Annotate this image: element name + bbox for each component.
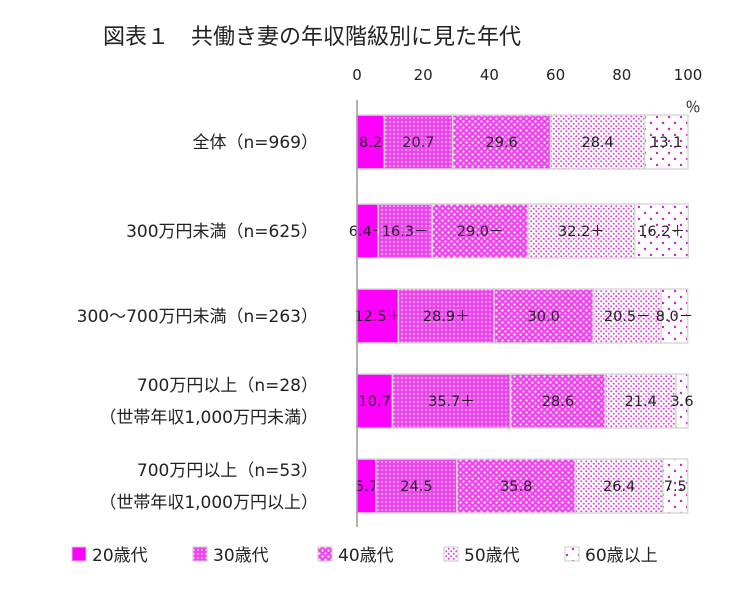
data-label: 10.7 [359,394,391,410]
unit-label: ％ [685,98,700,116]
legend-swatch [71,546,87,562]
plot-area: 8.2 20.7 29.6 28.4 13.1 6.4－16.3－ 29.0－ 32.2＋ 16… [349,114,694,514]
bar-segment [660,288,689,344]
data-label: 13.1 [650,135,682,151]
legend-label: 50歳代 [464,546,520,566]
bar-segment [493,288,595,344]
category-label: 700万円以上（n=53） [137,461,318,481]
category-label: 700万円以上（n=28） [137,376,318,396]
bar-segment [456,458,577,514]
data-label: 16.3－ [382,224,429,240]
data-label: 20.5－ [604,309,651,325]
bar-segment [604,373,677,429]
data-label: 7.5 [664,479,687,495]
bar-segment [527,203,636,259]
data-label: 8.0－ [656,309,694,325]
data-label: 35.8 [500,479,532,495]
bar-segment [509,373,607,429]
legend-label: 40歳代 [338,546,394,566]
bar-segment [391,373,512,429]
data-label: 29.0－ [457,224,504,240]
data-label: 35.7＋ [428,394,475,410]
x-tick-label: 80 [612,66,631,84]
legend-swatch [192,546,208,562]
data-label: 20.7 [402,135,434,151]
bar-segment [383,114,454,170]
data-label: 6.4－ [349,224,387,240]
data-label: 30.0 [528,309,560,325]
category-label: （世帯年収1,000万円未満） [99,408,318,428]
data-label: 26.4 [603,479,635,495]
data-label: 28.9＋ [423,309,470,325]
data-label: 21.4 [625,394,657,410]
bar-segment [375,458,458,514]
x-tick-label: 0 [352,66,362,84]
chart-title: 図表１ 共働き妻の年収階級別に見た年代 [103,25,521,50]
data-label: 12.5＋ [354,309,401,325]
x-tick-label: 100 [674,66,703,84]
bar-segment [633,203,690,259]
data-label: 29.6 [485,135,517,151]
data-label: 16.2＋ [638,224,685,240]
bar-segment [574,458,664,514]
category-labels: 全体（n=969） 300万円未満（n=625） 300～700万円未満（n=263… [77,133,318,513]
legend-swatch [317,546,333,562]
data-label: 8.2 [359,135,382,151]
legend-label: 60歳以上 [585,546,658,566]
bar-segment [675,373,689,429]
legend-label: 30歳代 [213,546,269,566]
legend-swatch [443,546,459,562]
data-label: 24.5 [400,479,432,495]
bar-segment [643,114,689,170]
bar-segment [451,114,552,170]
legend-label: 20歳代 [92,546,148,566]
legend-swatch [564,546,580,562]
category-label: 300万円未満（n=625） [126,222,318,242]
bar-segment [377,203,433,259]
bar-segment [431,203,529,259]
data-label: 5.7 [355,479,378,495]
category-label: （世帯年収1,000万円以上） [99,493,318,513]
bar-segment [397,288,495,344]
category-label: 300～700万円未満（n=263） [77,307,318,327]
bar-segment [662,458,689,514]
x-tick-label: 60 [546,66,565,84]
x-tick-label: 20 [414,66,433,84]
x-tick-label: 40 [480,66,499,84]
data-label: 32.2＋ [558,224,605,240]
legend: 20歳代 30歳代 40歳代 50歳代 60歳以上 [71,546,658,566]
x-axis-ticks: 0 20 40 60 80 100 [352,66,702,84]
data-label: 28.4 [581,135,613,151]
data-label: 28.6 [542,394,574,410]
data-label: 3.6 [671,394,694,410]
category-label: 全体（n=969） [193,133,318,153]
